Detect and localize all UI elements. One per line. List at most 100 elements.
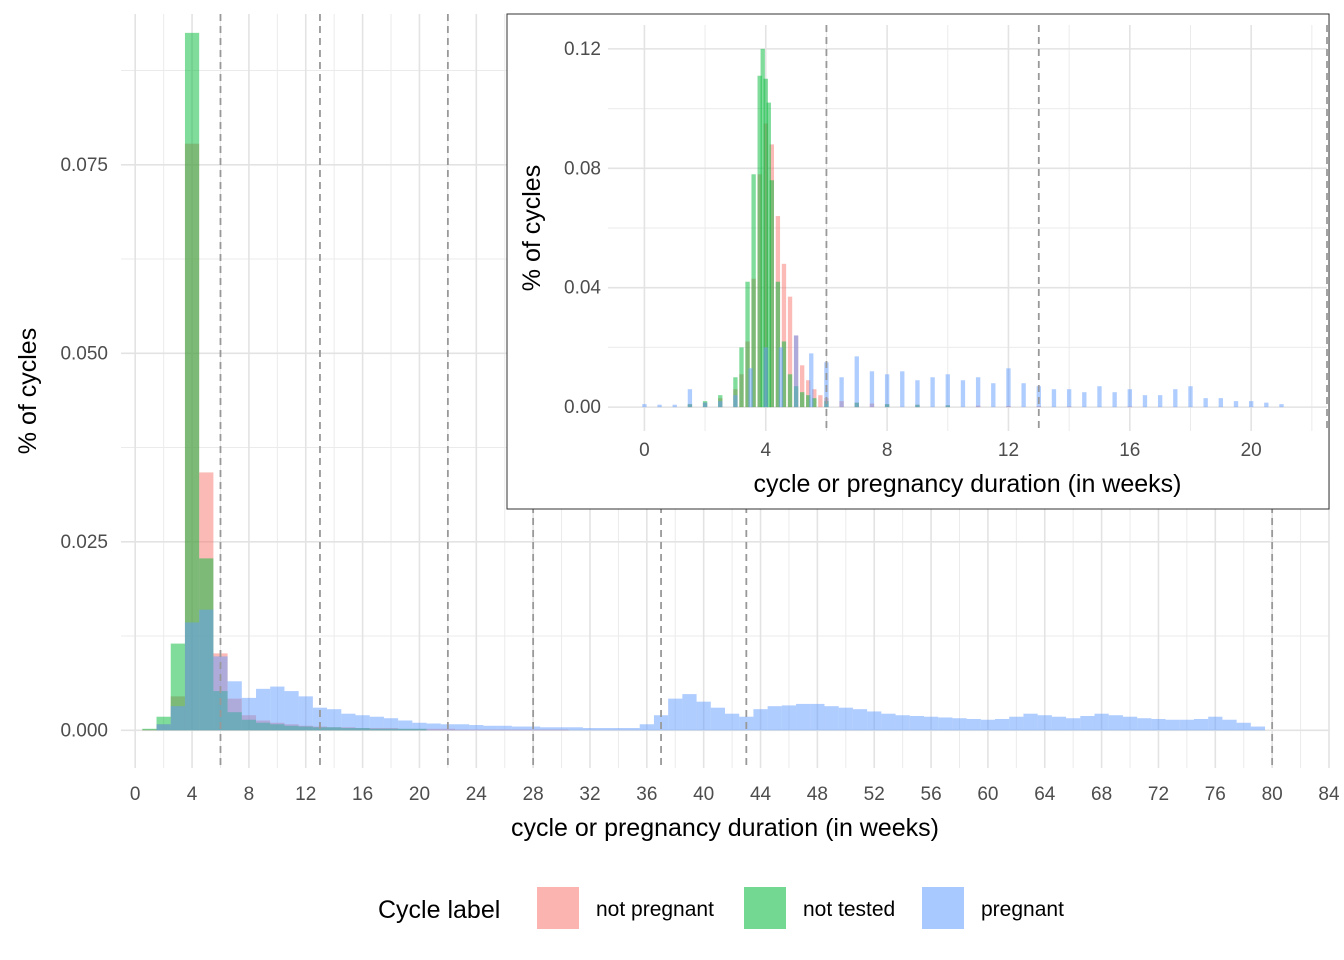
bar-pregnant	[852, 709, 868, 731]
bar-not-pregnant	[787, 296, 793, 408]
bar-pregnant	[412, 722, 427, 731]
bar-pregnant	[341, 713, 356, 731]
bar-pregnant	[1009, 716, 1024, 731]
x-tick-label: 16	[1119, 440, 1140, 461]
legend-title: Cycle label	[378, 896, 500, 924]
bar-pregnant	[284, 691, 299, 731]
x-tick-label: 60	[977, 784, 998, 805]
x-tick-label: 44	[750, 784, 772, 805]
bar-pregnant	[672, 404, 677, 408]
x-tick-label: 68	[1091, 784, 1112, 805]
bar-pregnant	[554, 727, 569, 731]
bar-pregnant	[1233, 401, 1239, 408]
x-tick-label: 52	[864, 784, 885, 805]
bar-pregnant	[1188, 386, 1193, 408]
bar-pregnant	[884, 374, 890, 408]
bar-pregnant	[867, 711, 882, 731]
x-tick-label: 16	[352, 784, 373, 805]
bar-not-tested	[787, 374, 793, 408]
x-tick-label: 64	[1034, 784, 1056, 805]
bar-not-tested	[775, 281, 781, 408]
bar-pregnant	[960, 380, 966, 408]
bar-not-tested	[781, 341, 787, 408]
bar-pregnant	[796, 703, 811, 731]
bar-pregnant	[725, 713, 740, 731]
bar-pregnant	[1108, 715, 1123, 731]
bar-pregnant	[793, 335, 799, 408]
bar-pregnant	[327, 709, 342, 731]
x-tick-label: 4	[760, 440, 771, 461]
x-tick-label: 8	[882, 440, 893, 461]
bar-not-tested	[757, 75, 762, 408]
bar-pregnant	[1127, 389, 1132, 408]
bar-pregnant	[511, 726, 527, 731]
bar-pregnant	[1097, 386, 1102, 408]
bar-pregnant	[1279, 404, 1284, 408]
bar-pregnant	[1151, 718, 1166, 731]
bar-pregnant	[1179, 719, 1194, 731]
x-tick-label: 48	[807, 784, 828, 805]
bar-pregnant	[682, 694, 697, 731]
bar-pregnant	[497, 725, 512, 731]
bar-pregnant	[568, 727, 583, 731]
bar-not-pregnant	[806, 380, 811, 408]
bar-pregnant	[763, 347, 768, 408]
bar-pregnant	[767, 706, 782, 731]
x-tick-label: 12	[998, 440, 1019, 461]
bar-pregnant	[256, 688, 271, 731]
bar-not-pregnant	[781, 263, 787, 408]
bar-pregnant	[355, 715, 370, 731]
bar-pregnant	[1248, 401, 1254, 408]
bar-not-tested	[142, 728, 157, 731]
x-tick-label: 0	[639, 440, 650, 461]
bar-pregnant	[824, 706, 839, 731]
bar-pregnant	[810, 703, 825, 731]
bar-not-tested	[806, 395, 811, 408]
bar-pregnant	[540, 727, 555, 731]
bar-pregnant	[298, 696, 313, 731]
bar-pregnant	[1203, 398, 1208, 408]
x-tick-label: 20	[1241, 440, 1262, 461]
bar-pregnant	[1165, 719, 1180, 731]
bar-pregnant	[483, 725, 498, 731]
y-tick-label: 0.08	[564, 158, 601, 179]
bar-pregnant	[748, 368, 753, 408]
bar-pregnant	[1006, 368, 1011, 408]
bar-pregnant	[1157, 395, 1163, 408]
x-tick-label: 56	[921, 784, 942, 805]
series-pregnant	[642, 335, 1284, 408]
bar-pregnant	[809, 353, 814, 408]
bar-pregnant	[469, 725, 484, 731]
bar-pregnant	[1142, 395, 1148, 408]
inset-frame	[506, 13, 1330, 510]
x-axis-title: cycle or pregnancy duration (in weeks)	[754, 470, 1182, 498]
x-tick-label: 76	[1205, 784, 1226, 805]
bar-pregnant	[1023, 713, 1038, 731]
bar-pregnant	[778, 347, 784, 408]
bar-not-tested	[799, 392, 805, 408]
bar-pregnant	[383, 718, 399, 731]
bar-pregnant	[1082, 392, 1087, 408]
bar-pregnant	[1173, 389, 1178, 408]
bar-pregnant	[1066, 389, 1072, 408]
x-tick-label: 8	[244, 784, 255, 805]
bar-pregnant	[270, 686, 285, 731]
bar-pregnant	[1137, 718, 1152, 731]
bar-pregnant	[895, 715, 910, 731]
x-tick-label: 24	[466, 784, 488, 805]
bar-not-tested	[766, 102, 771, 408]
bar-pregnant	[1264, 402, 1269, 408]
bar-pregnant	[170, 706, 185, 731]
x-tick-label: 0	[130, 784, 141, 805]
bar-pregnant	[923, 716, 939, 731]
bar-pregnant	[995, 718, 1010, 731]
bar-pregnant	[639, 724, 654, 731]
bar-pregnant	[1218, 398, 1223, 408]
bar-not-tested	[739, 347, 744, 408]
bar-not-pregnant	[812, 389, 817, 408]
bar-not-tested	[733, 377, 738, 408]
bar-pregnant	[869, 371, 875, 408]
x-tick-label: 20	[409, 784, 430, 805]
y-tick-label: 0.000	[60, 720, 108, 741]
